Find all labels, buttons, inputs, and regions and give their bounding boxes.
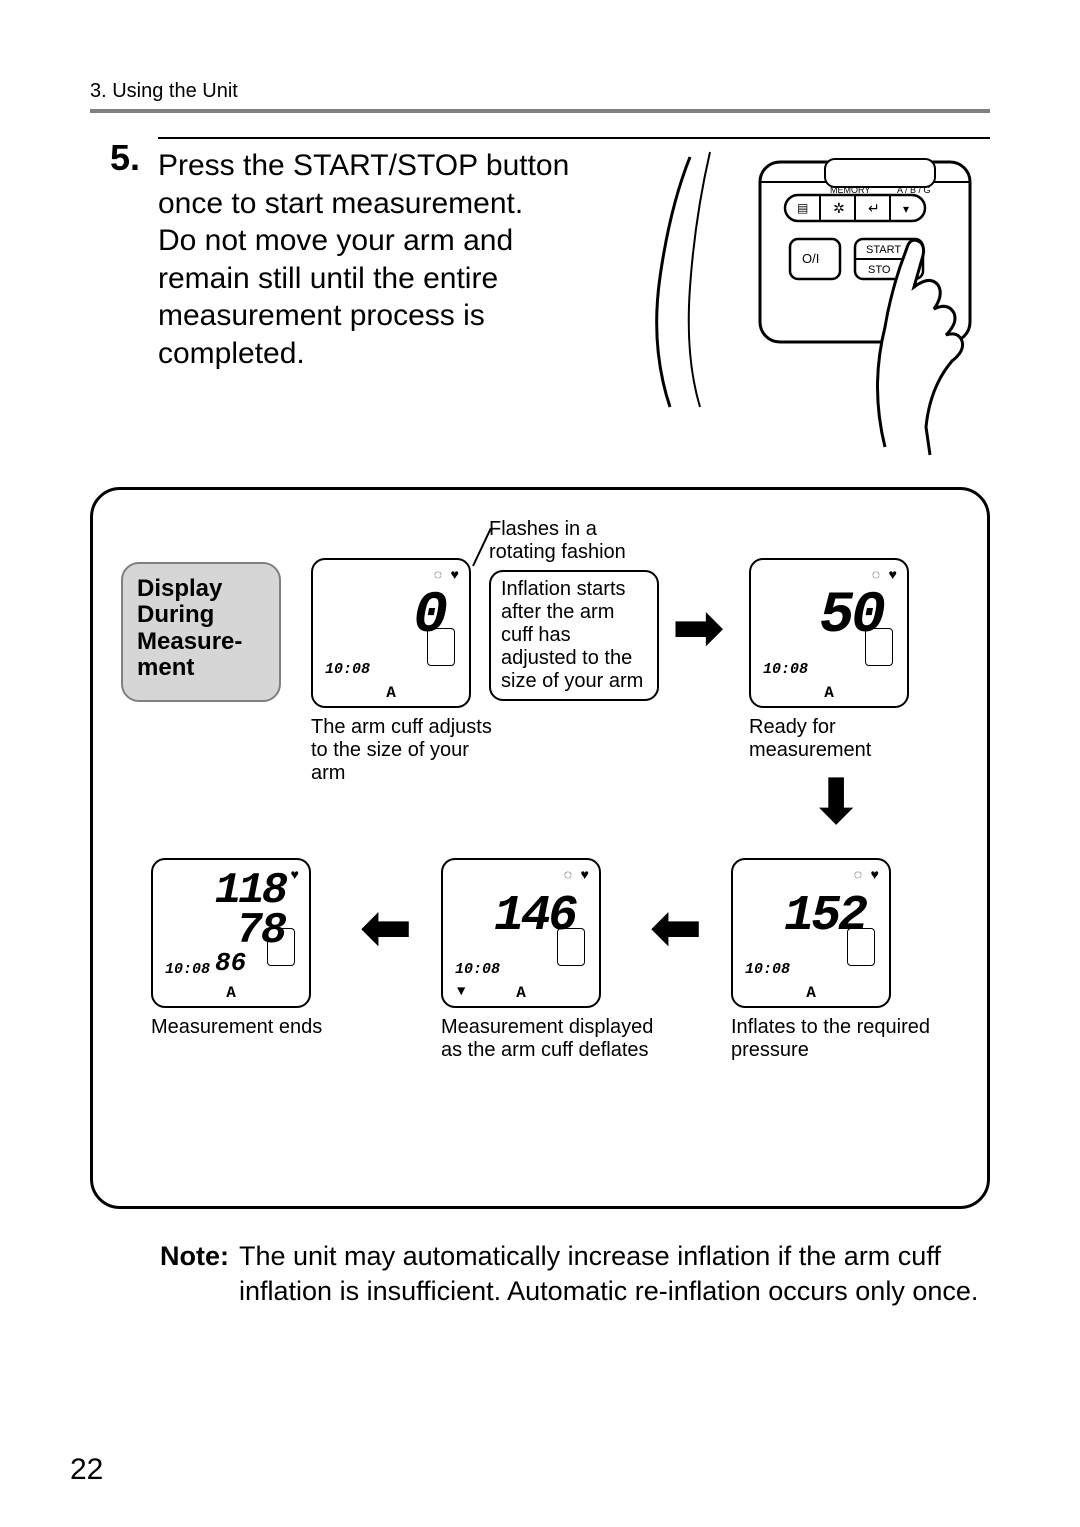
cap-deflates: Measurement displayed as the arm cuff de…: [441, 1016, 661, 1062]
diagram-inner: Display During Measure- ment Flashes in …: [121, 518, 959, 1178]
cap-adjust: The arm cuff adjusts to the size of your…: [311, 716, 501, 785]
user-icon: A: [386, 684, 396, 702]
svg-text:✲: ✲: [833, 200, 845, 216]
lcd-adjust: ◌ ♥ 0 10:08 A: [311, 558, 471, 708]
lcd-result-pulse: 86: [215, 948, 246, 978]
heart-icon: ♥: [291, 868, 299, 884]
label-line-4: ment: [137, 655, 265, 681]
user-icon: A: [824, 684, 834, 702]
user-icon: A: [806, 984, 816, 1002]
memory-label: MEMORY: [830, 185, 870, 195]
lcd-time: 10:08: [165, 961, 210, 978]
user-icon: A: [516, 984, 526, 1002]
step-body: Press the START/STOP button once to star…: [158, 137, 990, 457]
step-row: 5. Press the START/STOP button once to s…: [90, 137, 990, 457]
svg-text:↵: ↵: [868, 200, 880, 216]
lcd-time: 10:08: [455, 961, 500, 978]
section-header: 3. Using the Unit: [90, 80, 990, 103]
label-line-2: During: [137, 602, 265, 628]
flash-label: Flashes in a rotating fashion: [489, 518, 659, 564]
svg-text:▤: ▤: [797, 201, 808, 215]
note-block: Note: The unit may automatically increas…: [160, 1239, 990, 1309]
lcd-ready: ◌ ♥ 50 10:08 A: [749, 558, 909, 708]
cap-inflates: Inflates to the required pressure: [731, 1016, 931, 1062]
callout-inflation: Inflation starts after the arm cuff has …: [489, 570, 659, 701]
stop-label: STO: [868, 264, 891, 276]
heart-icon: ◌ ♥: [854, 868, 879, 884]
page-number: 22: [70, 1453, 103, 1487]
arrow-left-icon: ⬅: [651, 898, 701, 958]
seg-icon: [427, 628, 455, 666]
arrow-right-icon: ➡: [673, 598, 723, 658]
device-svg: MEMORY A / B / G ▤ ✲ ↵ ▾ O/I START STO: [630, 147, 990, 457]
header-rule: [90, 109, 990, 113]
lcd-inflate: ◌ ♥ 152 10:08 A: [731, 858, 891, 1008]
flash-leader: [471, 528, 495, 568]
down-indicator: ▼: [457, 984, 465, 1000]
step-text: Press the START/STOP button once to star…: [158, 147, 610, 457]
seg-icon: [267, 928, 295, 966]
measurement-diagram: Display During Measure- ment Flashes in …: [90, 487, 990, 1209]
heart-icon: ◌ ♥: [564, 868, 589, 884]
label-line-1: Display: [137, 576, 265, 602]
seg-icon: [847, 928, 875, 966]
cap-ready: Ready for measurement: [749, 716, 939, 762]
arrow-down-icon: ⬇: [811, 772, 861, 832]
start-label: START: [866, 244, 901, 256]
seg-icon: [865, 628, 893, 666]
svg-text:▾: ▾: [903, 202, 909, 216]
step-number: 5.: [90, 137, 140, 179]
oi-label: O/I: [802, 251, 819, 266]
lcd-deflate: ◌ ♥ 146 10:08 ▼ A: [441, 858, 601, 1008]
lcd-time: 10:08: [745, 961, 790, 978]
cap-ends: Measurement ends: [151, 1016, 371, 1039]
device-illustration: MEMORY A / B / G ▤ ✲ ↵ ▾ O/I START STO: [630, 147, 990, 457]
abg-label: A / B / G: [897, 185, 931, 195]
lcd-result: ♥ 118 78 10:08 86 A: [151, 858, 311, 1008]
lcd-time: 10:08: [763, 661, 808, 678]
note-text: The unit may automatically increase infl…: [239, 1239, 990, 1309]
arrow-left-icon: ⬅: [361, 898, 411, 958]
display-during-label: Display During Measure- ment: [121, 562, 281, 702]
note-label: Note:: [160, 1239, 229, 1309]
heart-icon: ◌ ♥: [434, 568, 459, 584]
label-line-3: Measure-: [137, 629, 265, 655]
heart-icon: ◌ ♥: [872, 568, 897, 584]
seg-icon: [557, 928, 585, 966]
user-icon: A: [226, 984, 236, 1002]
lcd-time: 10:08: [325, 661, 370, 678]
